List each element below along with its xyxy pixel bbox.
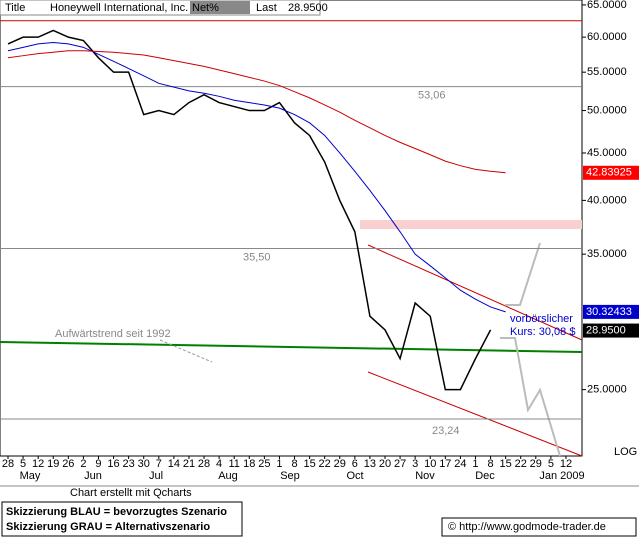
- x-tick-label: 27: [394, 458, 406, 470]
- x-tick-label: 5: [548, 458, 554, 470]
- x-tick-label: 22: [319, 458, 331, 470]
- month-label: Jul: [149, 470, 163, 482]
- x-tick-label: 24: [454, 458, 466, 470]
- header-field: Net%: [192, 2, 219, 14]
- month-label: Oct: [346, 470, 363, 482]
- price-box-label: 42.83925: [586, 167, 632, 179]
- x-tick-label: 14: [168, 458, 180, 470]
- month-label: May: [20, 470, 41, 482]
- scale-label: LOG: [614, 446, 637, 458]
- channel-upper: [367, 244, 583, 341]
- header-last-value: 28.9500: [288, 2, 328, 14]
- header-last: Last: [256, 2, 277, 14]
- month-label: Nov: [415, 470, 435, 482]
- series-line: [7, 29, 492, 391]
- x-tick-label: 30: [138, 458, 150, 470]
- footer-site: © http://www.godmode-trader.de: [448, 521, 606, 533]
- resistance-zone: [360, 220, 582, 229]
- y-tick-label: 35.0000: [587, 248, 627, 260]
- price-box: [583, 165, 639, 180]
- annotation-pointer: [159, 339, 213, 363]
- x-tick-label: 6: [352, 458, 358, 470]
- month-label: Jun: [84, 470, 102, 482]
- x-tick-label: 12: [560, 458, 572, 470]
- level-label: 23,24: [432, 425, 460, 437]
- footer-blue: Skizzierung BLAU = bevorzugtes Szenario: [6, 506, 227, 518]
- site-box: [441, 517, 637, 537]
- x-tick-label: 2: [80, 458, 86, 470]
- y-tick-label: 25.0000: [587, 384, 627, 396]
- x-tick-label: 12: [32, 458, 44, 470]
- y-tick-label: 55.0000: [587, 66, 627, 78]
- x-tick-label: 28: [2, 458, 14, 470]
- x-tick-label: 28: [198, 458, 210, 470]
- x-tick-label: 20: [379, 458, 391, 470]
- x-tick-label: 17: [439, 458, 451, 470]
- y-tick-label: 45.0000: [587, 147, 627, 159]
- x-tick-label: 26: [62, 458, 74, 470]
- x-tick-label: 10: [424, 458, 436, 470]
- header-title: Honeywell International, Inc.: [50, 2, 188, 14]
- x-tick-label: 11: [228, 458, 239, 470]
- month-label: Jan 2009: [539, 470, 584, 482]
- x-tick-label: 1: [276, 458, 282, 470]
- header-label: Title: [5, 2, 25, 14]
- x-tick-label: 3: [412, 458, 418, 470]
- month-label: Aug: [218, 470, 238, 482]
- y-tick-label: 50.0000: [587, 104, 627, 116]
- y-tick-label: 60.0000: [587, 31, 627, 43]
- x-tick-label: 22: [515, 458, 527, 470]
- price-box-label: 30.32433: [586, 306, 632, 318]
- x-tick-label: 7: [156, 458, 162, 470]
- header-field-bg: [190, 1, 250, 14]
- x-tick-label: 1: [472, 458, 478, 470]
- x-tick-label: 8: [291, 458, 297, 470]
- channel-lower: [367, 371, 583, 457]
- x-tick-label: 29: [334, 458, 346, 470]
- footer-credit: Chart erstellt mit Qcharts: [70, 487, 192, 499]
- month-label: Dec: [475, 470, 495, 482]
- scenario-gray: [505, 242, 541, 306]
- scenario-gray: [500, 337, 561, 457]
- level-label: 53,06: [418, 90, 446, 102]
- series-line: [7, 50, 506, 174]
- x-tick-label: 4: [216, 458, 222, 470]
- y-tick-label: 40.0000: [587, 194, 627, 206]
- legend-box: [1, 501, 243, 537]
- x-tick-label: 16: [107, 458, 119, 470]
- x-tick-label: 18: [243, 458, 255, 470]
- y-tick-label: 65.0000: [587, 0, 627, 11]
- price-box: [583, 323, 639, 338]
- footer-gray: Skizzierung GRAU = Alternativszenario: [6, 521, 210, 533]
- x-tick-label: 25: [258, 458, 270, 470]
- x-tick-label: 13: [364, 458, 376, 470]
- x-tick-label: 15: [303, 458, 315, 470]
- level-label: 35,50: [243, 251, 271, 263]
- trendline: [0, 341, 583, 353]
- x-tick-label: 5: [20, 458, 26, 470]
- annotation: vorbörslicher: [510, 313, 573, 325]
- x-tick-label: 21: [183, 458, 195, 470]
- annotation: Kurs: 30,08 $: [510, 326, 575, 338]
- price-box: [583, 304, 639, 319]
- x-tick-label: 23: [123, 458, 135, 470]
- annotation: Aufwärtstrend seit 1992: [55, 328, 171, 340]
- x-tick-label: 8: [487, 458, 493, 470]
- price-box-label: 28.9500: [586, 324, 626, 336]
- x-tick-label: 29: [530, 458, 542, 470]
- month-label: Sep: [280, 470, 300, 482]
- x-tick-label: 15: [500, 458, 512, 470]
- x-tick-label: 19: [47, 458, 59, 470]
- x-tick-label: 9: [95, 458, 101, 470]
